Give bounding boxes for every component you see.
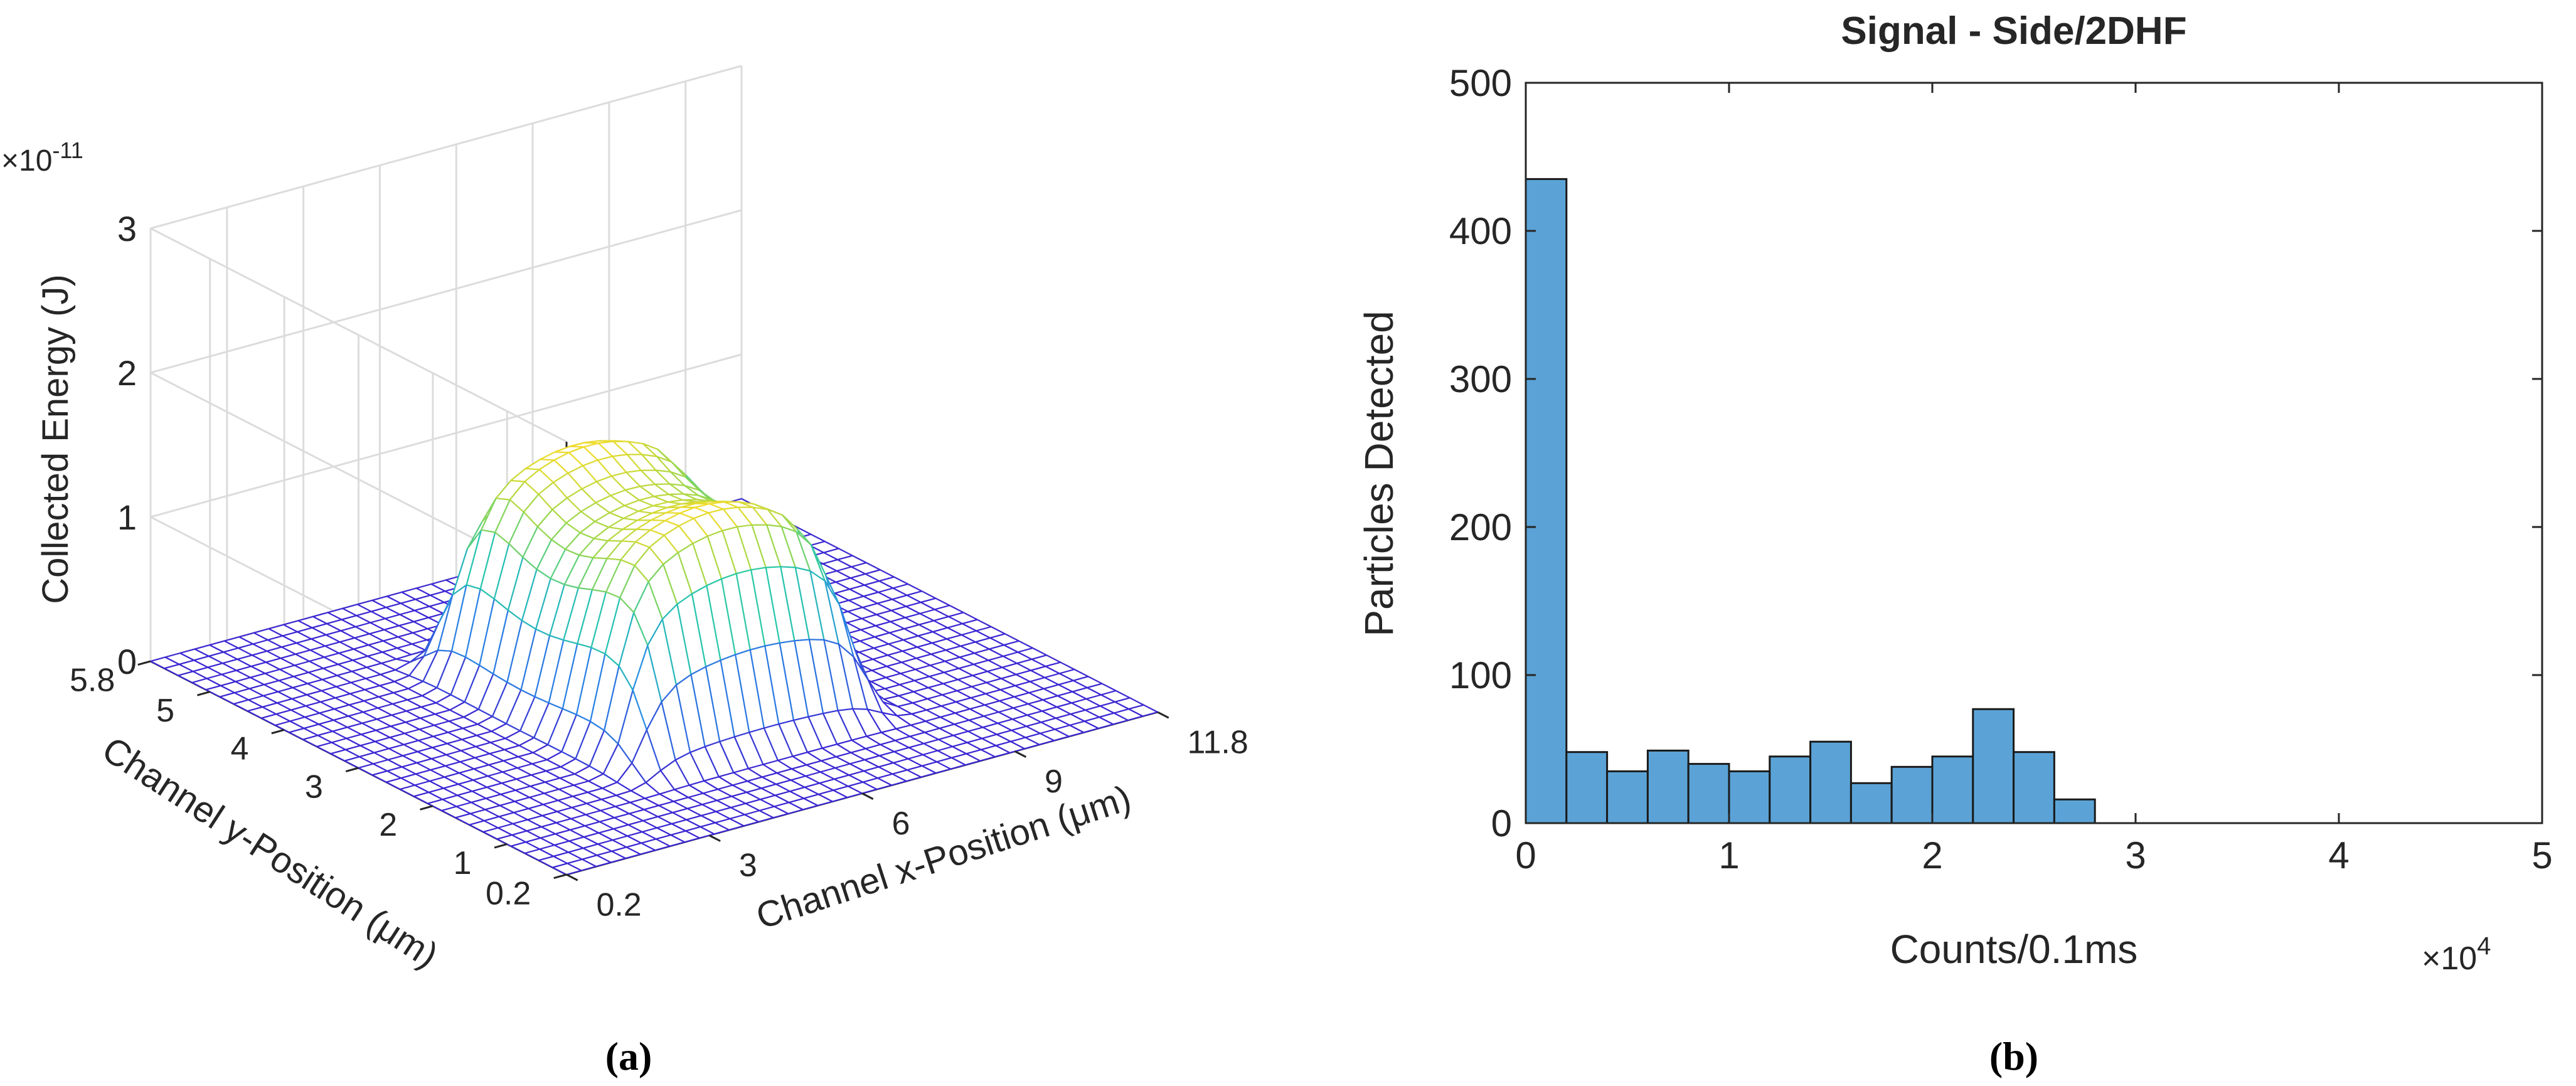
x-tick-label: 0 [1515, 834, 1536, 876]
histogram-bar [1890, 765, 1934, 824]
histogram-bar [1565, 751, 1609, 824]
x-tick-label: 6 [891, 806, 910, 842]
y-tick-label: 4 [230, 731, 248, 767]
x-tick-label: 5 [2531, 834, 2552, 876]
histogram-bar [2013, 751, 2055, 824]
x-tick-label: 11.8 [1187, 724, 1248, 760]
histogram-bar [1931, 755, 1974, 824]
x-tick-label: 2 [1922, 834, 1942, 876]
grid-line [150, 227, 567, 443]
histogram-bar [1972, 708, 2015, 824]
x-axis-label-b: Counts/0.1ms [1890, 927, 2138, 972]
x-tick-label: 3 [2125, 834, 2146, 876]
y-tick-label: 100 [1449, 654, 1512, 696]
x-tick-mark [861, 792, 874, 800]
x-tick-label: 9 [1045, 764, 1063, 800]
histogram-bar [1606, 770, 1649, 824]
y-tick-mark [271, 728, 285, 735]
surface-plot-panel: 0 1 2 3 5.8 5 4 3 2 1 0.2 0.2 3 6 9 11.8 ×10-11 Collect… [1, 65, 1248, 976]
histogram-bars [1525, 178, 2096, 824]
y-tick-label: 300 [1449, 358, 1512, 400]
histogram-panel: Signal - Side/2DHF 0 1 2 3 4 5 0 100 200 300 400 50… [1356, 9, 2553, 977]
y-tick-label: 5 [156, 693, 174, 729]
y-tick-mark [197, 691, 211, 696]
y-tick-mark [420, 805, 434, 811]
y-tick-mark [494, 843, 508, 849]
x-tick-mark [1157, 711, 1169, 719]
x-tick-mark [566, 873, 578, 881]
y-tick-label: 0.2 [486, 875, 531, 912]
z-axis-label: Collected Energy (J) [35, 274, 76, 604]
surface-tick-labels: 0 1 2 3 5.8 5 4 3 2 1 0.2 0.2 3 6 9 11.8 [70, 209, 1248, 923]
x-tick-label: 0.2 [596, 886, 641, 923]
y-tick-label: 1 [454, 845, 472, 881]
x-tick-mark [1014, 750, 1027, 758]
y-tick-mark [553, 873, 567, 880]
x-tick-label: 3 [739, 848, 757, 884]
caption-a: (a) [605, 1034, 652, 1078]
z-tick-label: 0 [117, 642, 137, 681]
y-axis-label-b: Particles Detected [1356, 311, 1402, 636]
z-tick-label: 3 [117, 209, 137, 248]
y-tick-label: 400 [1449, 210, 1512, 252]
histogram-bar [1850, 782, 1893, 824]
y-tick-label: 200 [1449, 506, 1512, 548]
x-tick-mark [708, 834, 721, 842]
y-tick-mark [345, 767, 359, 773]
z-tick-label: 2 [117, 353, 137, 393]
histogram-title: Signal - Side/2DHF [1841, 9, 2186, 53]
histogram-bar [1769, 755, 1812, 824]
histogram-bar [1728, 770, 1771, 824]
energy-surface [149, 440, 1159, 876]
histogram-bar [1646, 749, 1690, 824]
y-tick-label: 3 [305, 769, 323, 805]
histogram-axes: 0 1 2 3 4 5 0 100 200 300 400 500 [1449, 62, 2553, 876]
x-exponent-label-b: ×104 [2422, 932, 2491, 977]
y-tick-label: 2 [379, 807, 397, 843]
grid-line [150, 353, 742, 518]
z-exponent-label: ×10-11 [1, 137, 83, 178]
z-tick-label: 1 [117, 498, 137, 537]
y-tick-mark [137, 660, 151, 666]
plot-box [1525, 82, 2543, 824]
y-tick-label: 500 [1449, 62, 1512, 104]
histogram-bar [2053, 798, 2096, 824]
histogram-bar [1687, 763, 1730, 824]
y-tick-label: 0 [1491, 802, 1512, 844]
x-tick-label: 4 [2328, 834, 2349, 876]
histogram-bar [1525, 178, 1568, 824]
caption-b: (b) [1989, 1034, 2038, 1078]
histogram-bar [1809, 740, 1852, 824]
y-tick-label: 5.8 [70, 662, 115, 698]
grid-line [150, 65, 742, 230]
x-tick-label: 1 [1718, 834, 1739, 876]
grid-line [150, 209, 742, 374]
surface-patch [1128, 704, 1159, 717]
